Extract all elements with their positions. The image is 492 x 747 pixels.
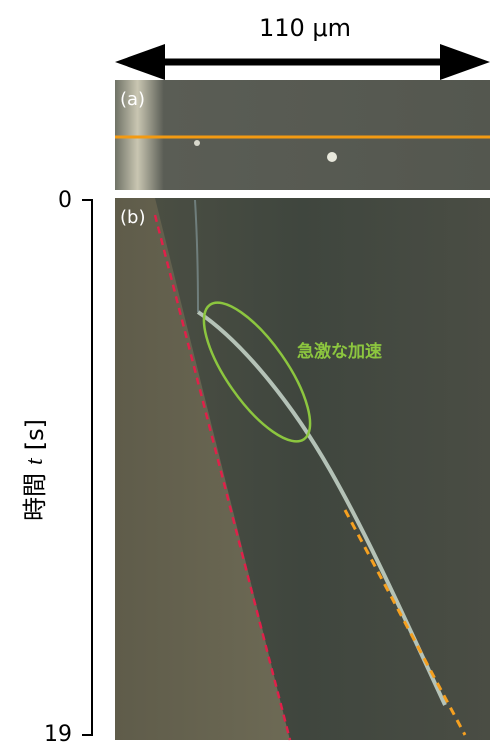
figure: 110 μm (a) (b) 急激な加速 0 19 時間 t [s] xyxy=(0,0,492,747)
panel-b-label: (b) xyxy=(120,207,145,228)
panel-a-label: (a) xyxy=(120,89,145,110)
time-axis xyxy=(82,200,93,735)
tick-label: 19 xyxy=(44,722,72,747)
axis-variable: t xyxy=(22,457,48,465)
axis-label-prefix: 時間 xyxy=(21,473,49,521)
panel-b xyxy=(115,198,490,740)
scale-label: 110 μm xyxy=(259,14,351,42)
tick-label: 0 xyxy=(58,188,72,213)
scale-bar xyxy=(115,44,490,80)
axis-unit: [s] xyxy=(21,419,49,450)
panel-a xyxy=(115,80,490,190)
axis-label: 時間 t [s] xyxy=(21,419,49,521)
annotation: 急激な加速 xyxy=(297,341,382,362)
